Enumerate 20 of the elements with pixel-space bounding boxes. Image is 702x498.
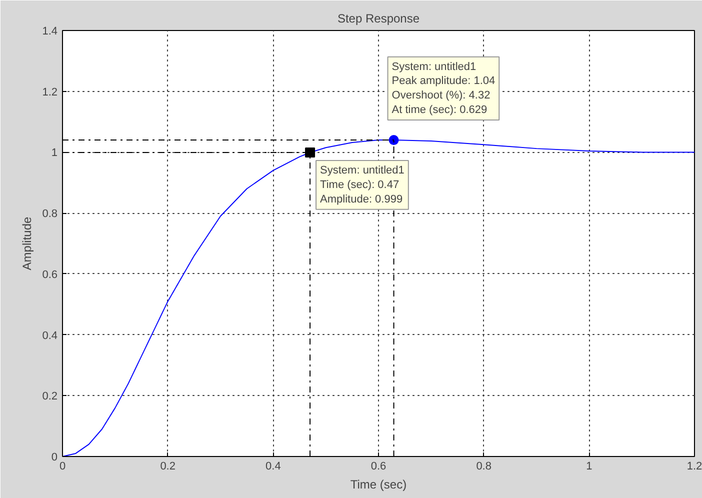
y-tick-label: 0.6 <box>42 268 58 281</box>
x-tick-label: 0.6 <box>370 460 386 472</box>
chart-title: Step Response <box>337 12 420 26</box>
y-tick-label: 0.2 <box>42 390 58 403</box>
x-tick-label: 0.4 <box>266 460 281 472</box>
x-tick-label: 1.2 <box>686 460 702 472</box>
y-tick-label: 0.4 <box>42 330 58 342</box>
x-tick-label: 0.8 <box>476 460 492 472</box>
annotation: System: untitled1 Time (sec): 0.47 Amplitude: 0.999 <box>320 164 404 206</box>
annotation: System: untitled1 Peak amplitude: 1.04 Overshoot (%): 4.32 At time (sec): 0.629 <box>392 60 496 116</box>
y-tick-label: 1.4 <box>42 26 58 38</box>
y-tick-label: 1.2 <box>42 86 58 98</box>
y-tick-label: 1 <box>51 147 58 160</box>
y-axis-title: Amplitude <box>20 216 34 270</box>
x-tick-label: 1 <box>586 460 592 472</box>
y-tick-label: 0.8 <box>42 208 58 220</box>
x-axis-title: Time (sec) <box>350 478 407 492</box>
y-tick-label: 0 <box>51 452 58 464</box>
x-tick-label: 0.2 <box>160 460 176 472</box>
x-tick-label: 0 <box>59 460 66 472</box>
